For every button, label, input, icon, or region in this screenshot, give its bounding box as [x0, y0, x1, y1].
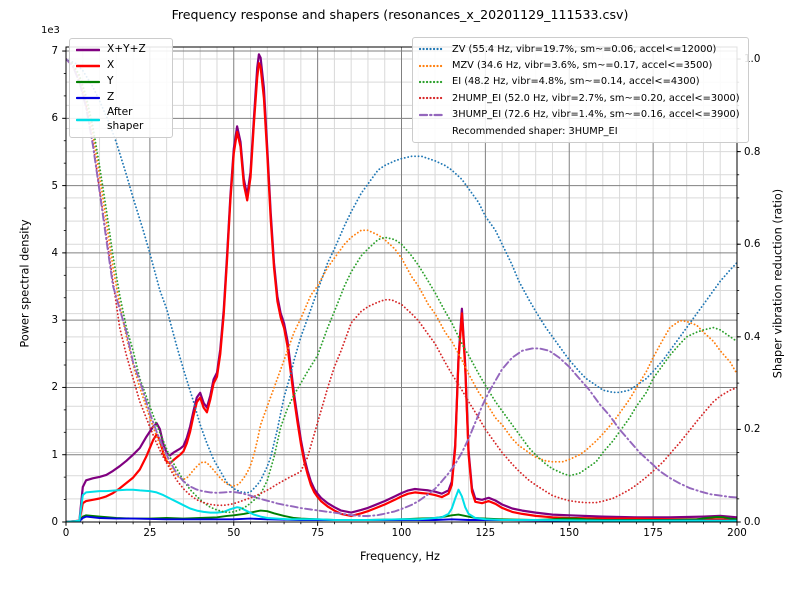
series-2hump_ei	[66, 58, 737, 507]
legend-item-3hump_ei: 3HUMP_EI (72.6 Hz, vibr=1.4%, sm~=0.16, …	[419, 107, 740, 123]
legend-label: MZV (34.6 Hz, vibr=3.6%, sm~=0.17, accel…	[452, 60, 713, 72]
series-group	[66, 53, 737, 522]
y-right-tick-label: 0.8	[744, 145, 761, 158]
legend-item-x+y+z: X+Y+Z	[76, 42, 163, 58]
y-left-tick-label: 1	[51, 448, 58, 461]
series-z	[66, 515, 737, 522]
series-x	[66, 62, 737, 522]
legend-item-2hump_ei: 2HUMP_EI (52.0 Hz, vibr=2.7%, sm~=0.20, …	[419, 90, 740, 106]
series-ei	[66, 58, 737, 514]
legend-label: Z	[107, 91, 115, 104]
x-tick-label: 200	[727, 527, 747, 539]
legend-label: 3HUMP_EI (72.6 Hz, vibr=1.4%, sm~=0.16, …	[452, 109, 740, 121]
legend-shapers: ZV (55.4 Hz, vibr=19.7%, sm~=0.06, accel…	[412, 37, 749, 144]
legend-item-mzv: MZV (34.6 Hz, vibr=3.6%, sm~=0.17, accel…	[419, 57, 740, 73]
y-left-tick-label: 7	[51, 45, 58, 58]
x-tick-label: 50	[227, 527, 241, 539]
chart-title: Frequency response and shapers (resonanc…	[171, 7, 629, 22]
legend-item-ei: EI (48.2 Hz, vibr=4.8%, sm~=0.14, accel<…	[419, 74, 740, 90]
x-tick-label: 175	[643, 527, 663, 539]
legend-label: EI (48.2 Hz, vibr=4.8%, sm~=0.14, accel<…	[452, 76, 700, 88]
series-mzv	[66, 58, 737, 487]
legend-label: After shaper	[107, 106, 144, 132]
y-left-tick-label: 0	[51, 516, 58, 528]
legend-item-zv: ZV (55.4 Hz, vibr=19.7%, sm~=0.06, accel…	[419, 41, 740, 57]
x-tick-label: 25	[143, 527, 157, 539]
legend-item-z: Z	[76, 90, 163, 106]
x-tick-label: 0	[62, 527, 70, 539]
legend-item-x: X	[76, 58, 163, 74]
y-right-tick-label: 0.4	[744, 330, 761, 343]
legend-line-swatch	[76, 80, 100, 84]
legend-psd: X+Y+Z X Y Z After shaper	[69, 38, 173, 138]
legend-line-swatch	[76, 96, 100, 100]
legend-label: X+Y+Z	[107, 43, 146, 56]
x-tick-label: 75	[311, 527, 325, 539]
x-tick-label: 125	[475, 527, 496, 539]
recommended-shaper-text: Recommended shaper: 3HUMP_EI	[452, 125, 618, 137]
legend-line-swatch	[419, 48, 445, 51]
legend-line-swatch	[76, 48, 100, 52]
series-after-shaper	[66, 488, 737, 522]
series-3hump_ei	[66, 58, 737, 517]
y-axis-label-right: Shaper vibration reduction (ratio)	[771, 188, 785, 379]
y-axis-offset-label: 1e3	[41, 25, 60, 36]
legend-line-swatch	[419, 97, 445, 100]
y-right-tick-label: 0.6	[744, 238, 761, 251]
legend-label: ZV (55.4 Hz, vibr=19.7%, sm~=0.06, accel…	[452, 43, 717, 55]
legend-line-swatch	[76, 118, 100, 121]
legend-line-swatch	[419, 80, 445, 84]
legend-item-y: Y	[76, 74, 163, 90]
y-left-tick-label: 5	[51, 179, 58, 192]
x-axis-label: Frequency, Hz	[360, 550, 440, 563]
y-left-tick-label: 2	[51, 381, 58, 394]
x-tick-label: 100	[391, 527, 412, 539]
legend-item-after-shaper: After shaper	[76, 106, 163, 134]
x-tick-label: 150	[559, 527, 580, 539]
series-zv	[66, 58, 737, 494]
legend-line-swatch	[419, 113, 445, 116]
y-left-tick-label: 6	[51, 112, 58, 125]
y-left-tick-label: 3	[51, 314, 58, 327]
legend-line-swatch	[76, 64, 100, 68]
y-right-tick-label: 0.0	[744, 516, 761, 528]
y-axis-label-left: Power spectral density	[18, 219, 32, 348]
legend-label: Y	[107, 75, 114, 88]
y-left-tick-label: 4	[51, 246, 58, 259]
legend-line-swatch	[419, 64, 445, 67]
legend-label: X	[107, 59, 115, 72]
legend-label: 2HUMP_EI (52.0 Hz, vibr=2.7%, sm~=0.20, …	[452, 92, 740, 104]
y-right-tick-label: 0.2	[744, 423, 761, 436]
